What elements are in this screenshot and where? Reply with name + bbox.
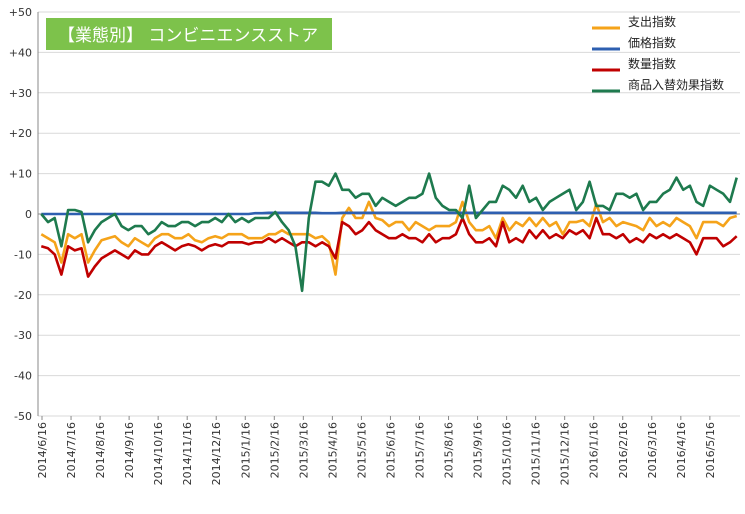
legend-label: 価格指数 (628, 35, 676, 50)
x-tick-label: 2015/6/16 (384, 422, 397, 478)
series-line (41, 211, 737, 216)
legend-label: 支出指数 (628, 14, 676, 29)
y-axis-ticks: +50 +40 +30 +20 +10 0 -10 -20 -30 -40 -50 (9, 6, 32, 423)
y-tick-label: +30 (9, 87, 32, 100)
y-tick-label: +40 (9, 46, 32, 59)
x-tick-label: 2015/11/16 (530, 422, 543, 485)
y-tick-label: 0 (25, 208, 32, 221)
x-tick-label: 2014/10/16 (152, 422, 165, 485)
x-tick-label: 2015/1/16 (239, 422, 252, 478)
x-tick-label: 2016/5/16 (704, 422, 717, 478)
y-tick-label: -10 (14, 248, 32, 261)
x-tick-label: 2014/6/16 (36, 422, 49, 478)
x-tick-label: 2015/8/16 (443, 422, 456, 478)
y-tick-label: -50 (14, 410, 32, 423)
x-tick-label: 2015/5/16 (355, 422, 368, 478)
y-tick-label: +10 (9, 168, 32, 181)
x-tick-label: 2015/7/16 (413, 422, 426, 478)
legend-label: 商品入替効果指数 (628, 77, 724, 92)
x-tick-label: 2016/2/16 (617, 422, 630, 478)
x-tick-label: 2015/9/16 (472, 422, 485, 478)
x-tick-label: 2015/10/16 (501, 422, 514, 485)
series-line (40, 216, 738, 278)
x-tick-label: 2016/4/16 (675, 422, 688, 478)
series-line (40, 172, 738, 293)
y-tick-label: -40 (14, 370, 32, 383)
x-axis-ticks: 2014/6/16 2014/7/16 2014/8/16 2014/9/16 2014… (36, 416, 717, 485)
y-tick-label: +50 (9, 6, 32, 19)
x-tick-label: 2015/12/16 (559, 422, 572, 485)
legend-label: 数量指数 (628, 56, 676, 71)
chart-title: 【業態別】 コンビニエンスストア (58, 26, 318, 46)
y-tick-label: +20 (9, 127, 32, 140)
chart-title-box: 【業態別】 コンビニエンスストア (46, 18, 332, 50)
x-tick-label: 2014/8/16 (94, 422, 107, 478)
series-lines (40, 172, 738, 293)
x-tick-label: 2015/2/16 (268, 422, 281, 478)
chart-title-background (46, 18, 332, 50)
x-tick-label: 2015/3/16 (297, 422, 310, 478)
x-tick-label: 2014/7/16 (65, 422, 78, 478)
x-tick-label: 2016/3/16 (646, 422, 659, 478)
x-tick-label: 2014/12/16 (210, 422, 223, 485)
x-tick-label: 2014/9/16 (123, 422, 136, 478)
x-tick-label: 2015/4/16 (326, 422, 339, 478)
y-tick-label: -20 (14, 289, 32, 302)
y-tick-label: -30 (14, 329, 32, 342)
x-tick-label: 2014/11/16 (181, 422, 194, 485)
series-line (40, 200, 738, 276)
x-tick-label: 2016/1/16 (588, 422, 601, 478)
